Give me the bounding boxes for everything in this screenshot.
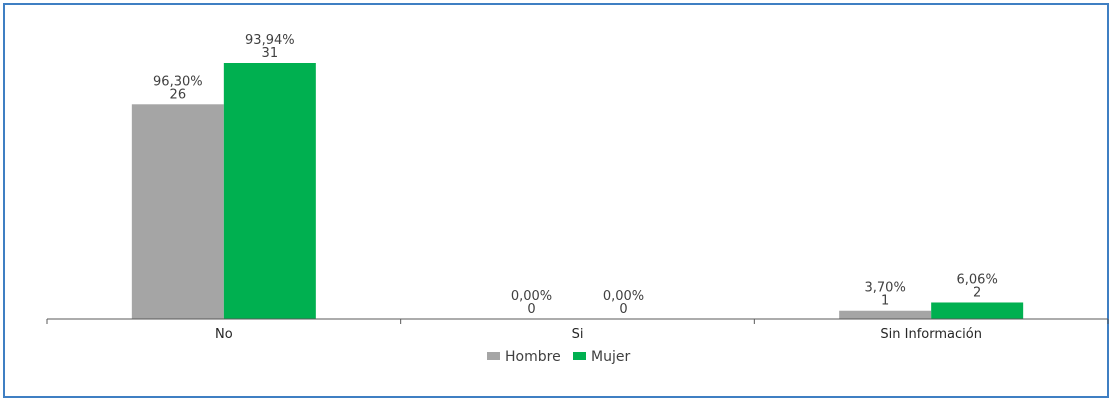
data-label-percent: 96,30% [153, 74, 203, 89]
data-label-count: 1 [881, 294, 889, 309]
data-label-percent: 6,06% [957, 272, 998, 287]
category-label: No [215, 327, 233, 342]
data-label-count: 2 [973, 285, 981, 300]
bar-mujer [931, 302, 1024, 319]
legend-label-hombre: Hombre [505, 349, 561, 365]
data-label-percent: 0,00% [511, 289, 552, 304]
data-label-count: 31 [262, 46, 279, 61]
bar-hombre [131, 104, 224, 320]
bar-mujer [223, 63, 316, 319]
data-label-percent: 0,00% [603, 289, 644, 304]
data-label-percent: 93,94% [245, 33, 295, 48]
data-label-percent: 3,70% [865, 281, 906, 296]
data-label-count: 0 [619, 302, 627, 317]
legend-swatch-mujer [573, 352, 586, 360]
legend: Hombre Mujer [487, 349, 630, 365]
bar-hombre [839, 310, 932, 319]
data-label-count: 26 [170, 87, 187, 102]
legend-swatch-hombre [487, 352, 500, 360]
category-label: Si [572, 327, 584, 342]
category-label: Sin Información [880, 327, 982, 342]
data-label-count: 0 [527, 302, 535, 317]
legend-label-mujer: Mujer [591, 349, 630, 365]
